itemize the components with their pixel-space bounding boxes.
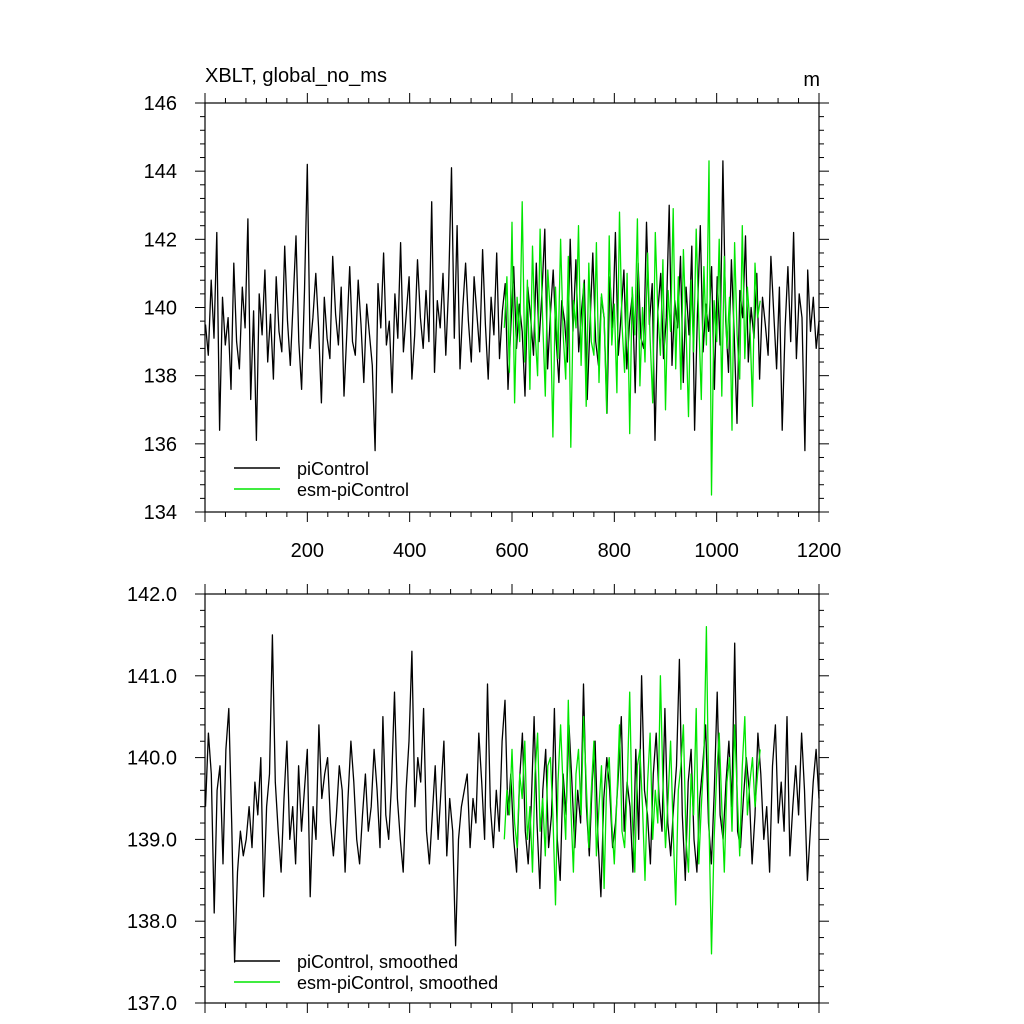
legend-label: esm-piControl, smoothed xyxy=(297,973,498,993)
y-tick-label: 140 xyxy=(144,298,177,320)
y-tick-label: 136 xyxy=(144,434,177,456)
y-tick-label: 144 xyxy=(144,161,177,183)
plot-frame xyxy=(204,102,820,513)
series-line xyxy=(204,634,820,963)
x-tick-label: 600 xyxy=(495,540,528,562)
x-tick-label: 200 xyxy=(291,540,324,562)
y-tick-label: 134 xyxy=(144,502,177,524)
x-tick-label: 800 xyxy=(598,540,631,562)
series-line xyxy=(503,160,761,496)
y-tick-label: 146 xyxy=(144,93,177,115)
y-tick-label: 142.0 xyxy=(127,584,177,606)
top-chart-panel: XBLT, global_no_ms m 134 136 138 140 142 144 1… xyxy=(144,65,842,562)
chart-title: XBLT, global_no_ms xyxy=(205,65,387,87)
series-line xyxy=(204,160,820,452)
x-tick-label: 1000 xyxy=(694,540,739,562)
y-tick-label: 138 xyxy=(144,366,177,388)
y-tick-label: 139.0 xyxy=(127,829,177,851)
series-line xyxy=(503,626,761,955)
y-tick-label: 140.0 xyxy=(127,748,177,770)
legend-label: esm-piControl xyxy=(297,480,409,500)
x-tick-label: 400 xyxy=(393,540,426,562)
legend-label: piControl, smoothed xyxy=(297,952,458,972)
y-tick-label: 138.0 xyxy=(127,911,177,933)
legend-label: piControl xyxy=(297,459,369,479)
bottom-chart-panel: 137.0 138.0 139.0 140.0 141.0 142.0 piControl… xyxy=(127,584,829,1015)
units-label: m xyxy=(803,69,820,91)
x-tick-label: 1200 xyxy=(797,540,842,562)
plot-frame xyxy=(204,593,820,1004)
y-tick-label: 141.0 xyxy=(127,666,177,688)
y-tick-label: 142 xyxy=(144,229,177,251)
y-tick-label: 137.0 xyxy=(127,993,177,1015)
